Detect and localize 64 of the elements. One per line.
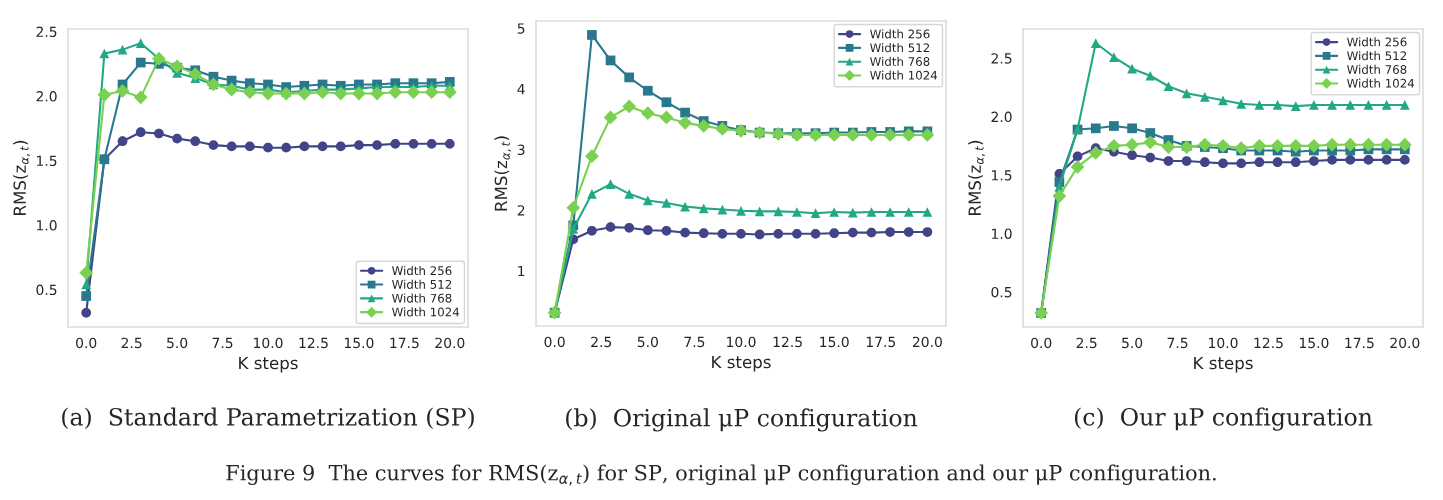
x-tick-label: 20.0 (1390, 337, 1420, 349)
y-tick-label: 3 (517, 144, 525, 156)
y-tick-label: 1.5 (992, 170, 1012, 181)
x-tick-label: 12.5 (1254, 337, 1283, 349)
y-tick-label: 1.0 (992, 228, 1012, 239)
x-tick-label: 2.5 (121, 337, 142, 349)
y-tick-label: 2 (517, 205, 525, 216)
legend-label: Width 768 (392, 293, 452, 303)
legend-label: Width 256 (392, 265, 452, 276)
y-tick-label: 1.0 (37, 220, 57, 231)
text: (b) Original μP configuration (566, 408, 918, 432)
legend-label: Width 1024 (870, 70, 938, 80)
y-tick-label: 0.5 (991, 286, 1012, 298)
x-tick-label: 17.5 (1345, 337, 1374, 349)
y-tick-label: 2.5 (36, 26, 57, 38)
x-tick-label: 2.5 (1076, 337, 1097, 349)
legend-label: Width 1024 (392, 307, 460, 317)
x-tick-label: 12.5 (773, 336, 802, 348)
y-tick-label: 5 (517, 23, 525, 34)
y-tick-label: 2.5 (991, 53, 1012, 64)
y-tick-label: 0.5 (36, 284, 57, 296)
legend-label: Width 768 (870, 56, 930, 66)
x-tick-label: 0.0 (1031, 337, 1052, 349)
x-tick-label: 17.5 (866, 336, 896, 348)
legend-label: Width 512 (392, 279, 452, 289)
x-tick-label: 15.0 (344, 337, 374, 349)
x-tick-label: 2.5 (591, 336, 612, 348)
x-tick-label: 7.5 (212, 337, 233, 349)
x-axis-title: K steps (712, 355, 771, 372)
x-tick-label: 20.0 (912, 336, 942, 348)
y-tick-label: 1.5 (37, 155, 57, 167)
legend-label: Width 512 (870, 43, 930, 53)
x-axis-title: K steps (239, 356, 298, 373)
x-tick-label: 5.0 (167, 337, 188, 349)
x-tick-label: 7.5 (684, 336, 705, 348)
x-tick-label: 0.0 (76, 337, 97, 349)
legend-label: Width 768 (1347, 64, 1407, 74)
x-tick-label: 15.0 (820, 336, 849, 348)
legend-label: Width 256 (870, 29, 930, 39)
x-tick-label: 0.0 (544, 336, 565, 348)
x-tick-label: 7.5 (1167, 337, 1188, 349)
x-tick-label: 10.0 (1209, 337, 1238, 349)
x-tick-label: 17.5 (390, 337, 419, 349)
x-tick-label: 20.0 (435, 337, 465, 349)
y-tick-label: 4 (517, 84, 525, 95)
y-tick-label: 2.0 (36, 91, 57, 102)
x-tick-label: 5.0 (637, 336, 658, 348)
legend-label: Width 256 (1347, 37, 1407, 47)
y-axis-title: RMS(z$_{α,t}$) (968, 140, 985, 215)
caption: Figure 9 The curves for RMS(z$_{α,t}$) for SP, original μP configuration and our μP configuration. (226, 464, 1216, 486)
x-tick-label: 5.0 (1122, 337, 1143, 349)
text: (c) Our μP configuration (1074, 407, 1373, 431)
y-tick-label: 1 (518, 265, 525, 277)
x-tick-label: 12.5 (299, 337, 328, 349)
legend-label: Width 512 (1347, 51, 1407, 61)
y-axis-title: RMS(z$_{α,t}$) (494, 136, 512, 211)
text: (a) Standard Parametrization (SP) (62, 407, 474, 430)
x-axis-title: K steps (1194, 356, 1253, 373)
x-tick-label: 10.0 (254, 337, 283, 349)
legend-label: Width 1024 (1347, 78, 1415, 88)
x-tick-label: 10.0 (727, 336, 756, 348)
y-axis-title: RMS(z$_{α,t}$) (13, 140, 30, 215)
y-tick-label: 2.0 (991, 111, 1012, 123)
x-tick-label: 15.0 (1299, 337, 1329, 349)
